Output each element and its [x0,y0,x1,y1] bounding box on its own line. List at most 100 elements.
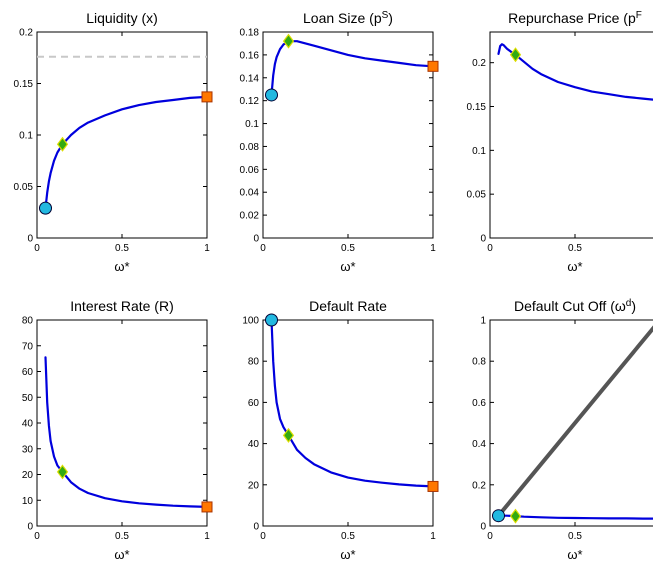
x-axis-label: ω* [567,547,582,562]
series-line-1 [497,43,653,101]
series-line-1 [270,320,433,488]
plot-area [497,43,653,101]
square-marker [201,501,213,513]
x-tick-label: 0 [487,531,493,542]
y-tick-label: 0.02 [240,211,260,222]
x-axis-label: ω* [114,259,129,274]
chart-title: Loan Size (pS) [303,10,393,27]
chart-title: Default Cut Off (ωd) [514,298,636,315]
y-tick-label: 0.04 [240,188,260,199]
x-tick-label: 0 [260,531,266,542]
chart-title-main: Liquidity (x) [86,10,158,26]
axes-frame [36,319,208,527]
y-tick-label: 40 [248,439,260,450]
chart-title-superscript: d [626,298,632,309]
y-tick-label: 0.15 [14,79,34,90]
circle-marker [39,201,52,215]
y-tick-label: 0 [480,234,486,245]
y-tick-label: 50 [22,393,34,404]
x-axis-label: ω* [567,259,582,274]
y-tick-label: 0.6 [472,398,486,409]
y-tick-label: 0.8 [472,357,486,368]
x-tick-label: 0 [34,531,40,542]
chart-title-superscript: F [636,10,642,21]
subplot-2: 0 0.02 0.04 0.06 0.08 0.1 0.12 0.14 0.16 0.18 0 0.5… [240,10,439,274]
chart-title: Repurchase Price (pF [508,10,642,27]
y-tick-label: 0.06 [240,165,260,176]
y-tick-label: 0 [253,234,259,245]
series-line-1 [496,325,653,518]
axes-frame [36,31,208,239]
y-tick-label: 80 [248,357,260,368]
circle-marker [492,509,505,523]
x-tick-label: 1 [430,243,436,254]
series-line-1 [270,40,433,97]
axes-frame [262,319,434,527]
chart-title-suffix: ) [631,298,636,314]
y-tick-label: 0.05 [467,190,487,201]
chart-title-superscript: S [382,10,389,21]
y-tick-label: 80 [22,316,34,327]
y-tick-label: 60 [248,398,260,409]
subplot-5: 0 20 40 60 80 100 0 0.5 1 ω* Default Rate [242,298,439,562]
chart-title-main: Repurchase Price (p [508,10,636,26]
chart-title-main: Interest Rate (R) [70,298,173,314]
y-tick-label: 10 [22,496,34,507]
chart-title-main: Default Cut Off (ω [514,298,626,314]
square-marker [201,91,213,103]
y-tick-label: 0.2 [472,58,486,69]
x-tick-label: 0 [34,243,40,254]
plot-area [270,320,433,488]
y-tick-label: 0 [480,522,486,533]
y-tick-label: 0.1 [472,146,486,157]
y-tick-label: 0.2 [472,480,486,491]
y-tick-label: 60 [22,367,34,378]
chart-title: Liquidity (x) [86,10,158,26]
y-tick-label: 1 [480,316,486,327]
x-tick-label: 1 [204,531,210,542]
y-tick-label: 0.05 [14,182,34,193]
y-tick-label: 20 [248,480,260,491]
y-tick-label: 100 [242,316,259,327]
series-line-1 [44,356,207,508]
y-tick-label: 0 [27,522,33,533]
x-tick-label: 0 [260,243,266,254]
chart-title: Default Rate [309,298,387,314]
y-tick-label: 0 [27,234,33,245]
diamond-marker [282,427,295,443]
axes-frame [489,31,653,239]
diamond-marker [56,464,69,480]
y-tick-label: 0 [253,522,259,533]
y-tick-label: 30 [22,444,34,455]
x-tick-label: 1 [430,531,436,542]
diamond-marker [282,33,295,49]
subplot-4: 0 10 20 30 40 50 60 70 80 0 0.5 1 ω* Interest Rate (R… [22,298,213,562]
square-marker [427,480,439,492]
plot-area [37,55,207,210]
y-tick-label: 20 [22,470,34,481]
plot-area [44,356,207,508]
y-tick-label: 0.12 [240,96,260,107]
axes-frame [262,31,434,239]
chart-title: Interest Rate (R) [70,298,173,314]
chart-title-main: Default Rate [309,298,387,314]
x-tick-label: 0.5 [568,531,582,542]
x-tick-label: 1 [204,243,210,254]
y-tick-label: 0.18 [240,28,260,39]
diamond-marker [509,508,522,524]
y-tick-label: 0.14 [240,73,260,84]
x-axis-label: ω* [114,547,129,562]
x-axis-label: ω* [340,259,355,274]
circle-marker [265,88,278,102]
circle-marker [265,313,278,327]
series-line-1 [44,95,207,210]
y-tick-label: 0.1 [245,119,259,130]
chart-title-main: Loan Size (p [303,10,382,26]
x-tick-label: 0.5 [115,531,129,542]
y-tick-label: 0.4 [472,439,486,450]
x-tick-label: 0.5 [341,531,355,542]
y-tick-label: 0.08 [240,142,260,153]
x-tick-label: 0.5 [341,243,355,254]
